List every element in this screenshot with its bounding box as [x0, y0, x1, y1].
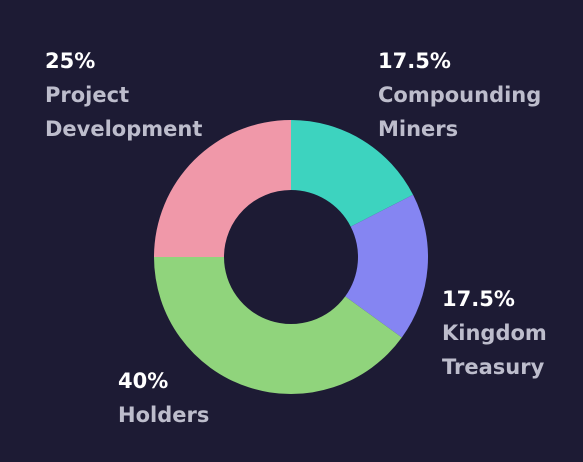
category-label: Holders: [118, 403, 210, 427]
donut-segment: [291, 120, 414, 227]
donut-segment: [154, 257, 402, 394]
category-label: Project Development: [45, 83, 203, 141]
percent-label: 40%: [118, 369, 169, 393]
percent-label: 25%: [45, 49, 96, 73]
percent-label: 17.5%: [442, 287, 515, 311]
category-label: Compounding Miners: [378, 83, 542, 141]
donut-segment: [154, 120, 291, 257]
donut-segment: [345, 194, 428, 338]
percent-label: 17.5%: [378, 49, 451, 73]
category-label: Kingdom Treasury: [442, 321, 547, 379]
